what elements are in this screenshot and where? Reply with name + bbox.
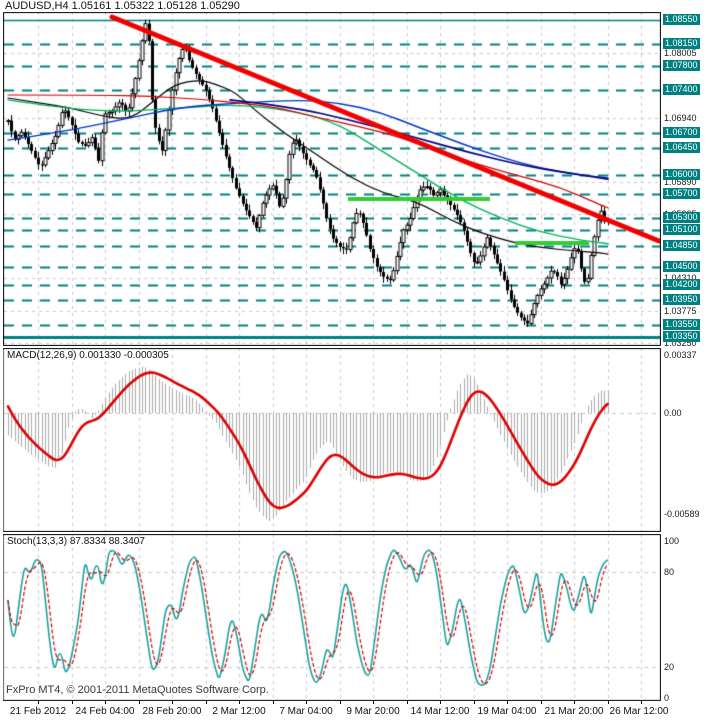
time-label: 2 Mar 12:00 — [212, 706, 266, 717]
time-tick — [172, 701, 173, 704]
time-label: 28 Feb 20:00 — [142, 706, 202, 717]
time-tick — [474, 701, 475, 704]
stoch-axis-label: 20 — [664, 662, 675, 672]
price-axis[interactable]: 1.080051.069401.058901.053651.043101.037… — [660, 0, 712, 724]
macd-axis-label: -0.00589 — [664, 509, 700, 519]
time-tick — [440, 701, 441, 704]
watermark: FxPro MT4, © 2001-2011 MetaQuotes Softwa… — [6, 684, 269, 696]
price-level-label: 1.06450 — [663, 142, 700, 153]
stoch-canvas[interactable] — [3, 534, 661, 701]
time-label: 14 Mar 12:00 — [410, 706, 470, 717]
price-level-label: 1.04200 — [663, 279, 700, 290]
macd-axis-label: 0.00 — [664, 408, 682, 418]
price-level-label: 1.06000 — [663, 169, 700, 180]
price-level-label: 1.04500 — [663, 261, 700, 272]
time-label: 24 Feb 04:00 — [75, 706, 135, 717]
time-label: 21 Feb 2012 — [9, 706, 67, 717]
price-grid-label: 1.04310 — [664, 273, 697, 283]
price-level-label: 1.08550 — [663, 14, 700, 25]
macd-axis-label: 0.00337 — [664, 350, 697, 360]
time-tick — [541, 701, 542, 704]
time-tick — [239, 701, 240, 704]
macd-label: MACD(12,26,9) 0.001330 -0.000305 — [7, 350, 169, 361]
price-grid-label: 1.03775 — [664, 306, 697, 316]
price-level-label: 1.05700 — [663, 188, 700, 199]
time-label: 9 Mar 20:00 — [346, 706, 400, 717]
time-tick — [407, 701, 408, 704]
price-grid-label: 1.03250 — [664, 338, 697, 348]
price-level-label: 1.03950 — [663, 294, 700, 305]
time-tick — [340, 701, 341, 704]
price-level-label: 1.07400 — [663, 84, 700, 95]
time-tick — [373, 701, 374, 704]
time-label: 26 Mar 12:00 — [609, 706, 669, 717]
stoch-axis-label: 100 — [664, 536, 680, 546]
time-tick — [139, 701, 140, 704]
time-label: 21 Mar 20:00 — [544, 706, 604, 717]
price-level-label: 1.08150 — [663, 38, 700, 49]
stoch-axis-label: 0 — [664, 693, 670, 703]
time-tick — [38, 701, 39, 704]
time-tick — [507, 701, 508, 704]
time-tick — [608, 701, 609, 704]
price-level-label: 1.05100 — [663, 224, 700, 235]
price-grid-label: 1.05890 — [664, 177, 697, 187]
price-level-label: 1.03350 — [663, 331, 700, 342]
stoch-label: Stoch(13,3,3) 87.8334 88.3407 — [7, 536, 145, 547]
time-label: 19 Mar 04:00 — [477, 706, 537, 717]
price-level-label: 1.03550 — [663, 319, 700, 330]
time-tick — [574, 701, 575, 704]
chart-title: AUDUSD,H4 1.05161 1.05322 1.05128 1.0529… — [5, 0, 240, 12]
price-level-label: 1.06700 — [663, 127, 700, 138]
time-tick — [206, 701, 207, 704]
time-tick — [641, 701, 642, 704]
stoch-axis-label: 80 — [664, 567, 675, 577]
price-grid-label: 1.06940 — [664, 113, 697, 123]
price-level-label: 1.05300 — [663, 212, 700, 223]
time-tick — [72, 701, 73, 704]
price-grid-label: 1.08005 — [664, 48, 697, 58]
macd-canvas[interactable] — [3, 348, 661, 532]
time-label: 7 Mar 04:00 — [279, 706, 333, 717]
time-tick — [105, 701, 106, 704]
main-chart-canvas[interactable] — [3, 12, 661, 346]
time-tick — [306, 701, 307, 704]
price-level-label: 1.07800 — [663, 60, 700, 71]
time-axis[interactable]: 21 Feb 2012 24 Feb 04:00 28 Feb 20:00 2 Mar… — [0, 701, 712, 724]
time-tick — [273, 701, 274, 704]
price-level-label: 1.04850 — [663, 240, 700, 251]
